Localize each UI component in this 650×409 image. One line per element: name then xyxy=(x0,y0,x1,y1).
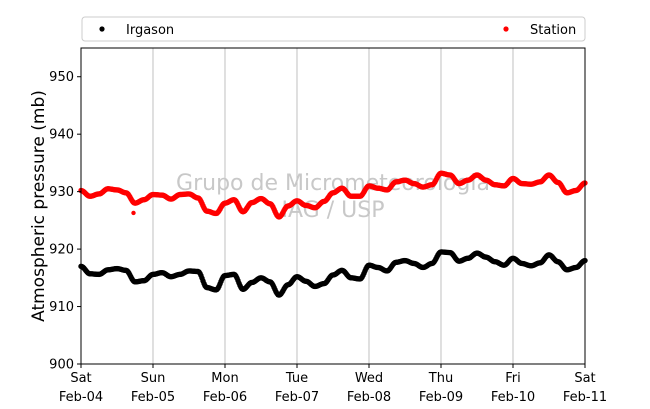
x-gridlines xyxy=(152,48,514,364)
y-tick-label: 940 xyxy=(49,128,74,143)
legend-frame xyxy=(81,16,586,42)
x-tick-label-date: Feb-09 xyxy=(419,390,463,405)
y-axis: 900 910 920 930 940 950 xyxy=(49,70,81,373)
x-tick-label-date: Feb-08 xyxy=(347,390,391,405)
outlier-point xyxy=(131,210,136,216)
x-tick-label-day: Sat xyxy=(574,371,595,386)
plot-area xyxy=(81,48,585,364)
x-tick-label-day: Mon xyxy=(211,371,238,386)
y-tick-label: 910 xyxy=(49,300,74,315)
x-tick-label-date: Feb-07 xyxy=(275,390,319,405)
series-layer xyxy=(78,170,588,298)
x-axis: Sat Feb-04 Sun Feb-05 Mon Feb-06 Tue Feb-07 Wed F… xyxy=(59,364,607,405)
x-tick-label-date: Feb-06 xyxy=(203,390,247,405)
legend: Irgason Station xyxy=(81,16,586,42)
series-irgason xyxy=(78,249,588,298)
x-tick-label-day: Fri xyxy=(505,371,521,386)
axes-frame xyxy=(80,47,586,365)
x-tick-label-day: Tue xyxy=(285,371,308,386)
x-tick-label-date: Feb-05 xyxy=(131,390,175,405)
x-tick-label-day: Wed xyxy=(355,371,383,386)
x-tick-label-day: Thu xyxy=(428,371,453,386)
y-axis-title: Atmospheric pressure (mb) xyxy=(29,90,49,322)
legend-label-station: Station xyxy=(530,23,576,38)
x-tick-label-date: Feb-11 xyxy=(563,390,607,405)
y-tick-label: 930 xyxy=(49,185,74,200)
y-tick-label: 900 xyxy=(49,358,74,373)
y-tick-label: 920 xyxy=(49,243,74,258)
y-tick-label: 950 xyxy=(49,70,74,85)
x-tick-label-date: Feb-10 xyxy=(491,390,535,405)
legend-marker-irgason xyxy=(99,26,105,32)
series-station xyxy=(78,170,588,220)
legend-marker-station xyxy=(503,26,509,32)
legend-label-irgason: Irgason xyxy=(126,23,174,38)
x-tick-label-date: Feb-04 xyxy=(59,390,103,405)
x-tick-label-day: Sun xyxy=(141,371,166,386)
x-tick-label-day: Sat xyxy=(70,371,91,386)
